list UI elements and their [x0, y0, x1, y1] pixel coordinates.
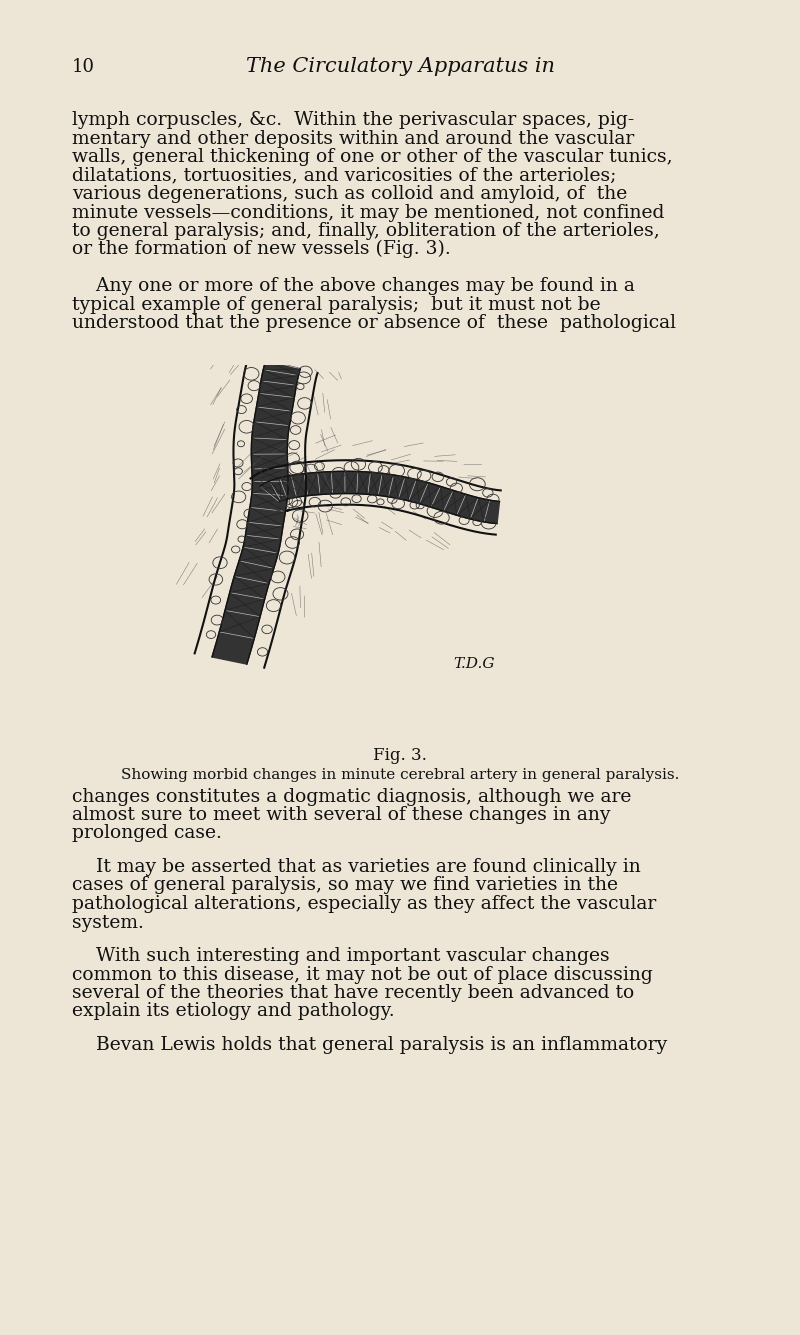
Text: lymph corpuscles, &c.  Within the perivascular spaces, pig-: lymph corpuscles, &c. Within the perivas… [72, 111, 634, 129]
Text: several of the theories that have recently been advanced to: several of the theories that have recent… [72, 984, 634, 1003]
Text: It may be asserted that as varieties are found clinically in: It may be asserted that as varieties are… [72, 858, 641, 876]
Text: prolonged case.: prolonged case. [72, 825, 222, 842]
Text: explain its etiology and pathology.: explain its etiology and pathology. [72, 1003, 394, 1020]
Text: system.: system. [72, 913, 144, 932]
Text: walls, general thickening of one or other of the vascular tunics,: walls, general thickening of one or othe… [72, 148, 673, 166]
Polygon shape [212, 360, 300, 663]
Text: cases of general paralysis, so may we find varieties in the: cases of general paralysis, so may we fi… [72, 877, 618, 894]
Text: changes constitutes a dogmatic diagnosis, although we are: changes constitutes a dogmatic diagnosis… [72, 788, 631, 805]
Text: 10: 10 [72, 57, 95, 76]
Text: typical example of general paralysis;  but it must not be: typical example of general paralysis; bu… [72, 295, 601, 314]
Text: Any one or more of the above changes may be found in a: Any one or more of the above changes may… [72, 276, 635, 295]
Text: understood that the presence or absence of  these  pathological: understood that the presence or absence … [72, 314, 676, 332]
Text: Fig. 3.: Fig. 3. [373, 746, 427, 764]
Text: almost sure to meet with several of these changes in any: almost sure to meet with several of thes… [72, 806, 610, 824]
Text: or the formation of new vessels (Fig. 3).: or the formation of new vessels (Fig. 3)… [72, 240, 450, 259]
Text: dilatations, tortuosities, and varicosities of the arterioles;: dilatations, tortuosities, and varicosit… [72, 167, 616, 184]
Text: Showing morbid changes in minute cerebral artery in general paralysis.: Showing morbid changes in minute cerebra… [121, 769, 679, 782]
Text: various degenerations, such as colloid and amyloid, of  the: various degenerations, such as colloid a… [72, 186, 627, 203]
Text: T.D.G: T.D.G [454, 657, 495, 672]
Text: pathological alterations, especially as they affect the vascular: pathological alterations, especially as … [72, 894, 656, 913]
Text: With such interesting and important vascular changes: With such interesting and important vasc… [72, 947, 610, 965]
Text: Bevan Lewis holds that general paralysis is an inflammatory: Bevan Lewis holds that general paralysis… [72, 1036, 667, 1055]
Text: to general paralysis; and, finally, obliteration of the arterioles,: to general paralysis; and, finally, obli… [72, 222, 660, 240]
Text: mentary and other deposits within and around the vascular: mentary and other deposits within and ar… [72, 129, 634, 147]
Polygon shape [260, 471, 499, 523]
Text: common to this disease, it may not be out of place discussing: common to this disease, it may not be ou… [72, 965, 653, 984]
Text: The Circulatory Apparatus in: The Circulatory Apparatus in [246, 57, 554, 76]
Text: minute vessels—conditions, it may be mentioned, not confined: minute vessels—conditions, it may be men… [72, 203, 664, 222]
